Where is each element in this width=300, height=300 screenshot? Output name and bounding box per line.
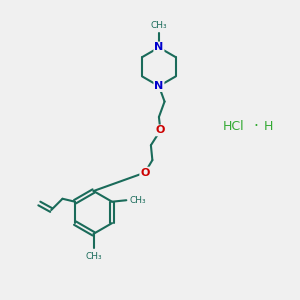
Text: CH₃: CH₃ bbox=[151, 21, 167, 30]
Text: CH₃: CH₃ bbox=[130, 196, 146, 205]
Text: N: N bbox=[154, 43, 164, 52]
Text: H: H bbox=[264, 120, 274, 133]
Text: O: O bbox=[140, 168, 150, 178]
Text: HCl: HCl bbox=[222, 120, 244, 133]
Text: ·: · bbox=[253, 119, 258, 134]
Text: N: N bbox=[154, 81, 164, 91]
Text: O: O bbox=[156, 125, 165, 135]
Text: CH₃: CH₃ bbox=[85, 252, 102, 261]
